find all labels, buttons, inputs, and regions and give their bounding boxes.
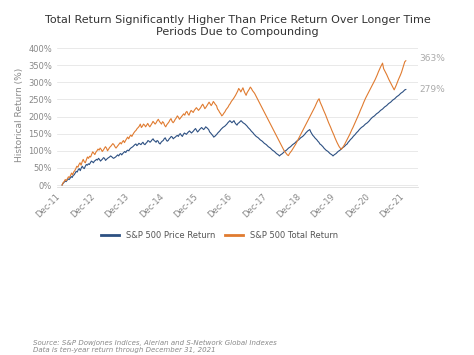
Text: Source: S&P Dowjones Indices, Alerian and S-Network Global Indexes
Data is ten-y: Source: S&P Dowjones Indices, Alerian an… [33, 340, 277, 353]
Text: 363%: 363% [419, 54, 445, 62]
Y-axis label: Historical Return (%): Historical Return (%) [15, 68, 24, 162]
Title: Total Return Significantly Higher Than Price Return Over Longer Time
Periods Due: Total Return Significantly Higher Than P… [45, 15, 430, 37]
Legend: S&P 500 Price Return, S&P 500 Total Return: S&P 500 Price Return, S&P 500 Total Retu… [97, 227, 341, 243]
Text: 279%: 279% [419, 85, 445, 94]
